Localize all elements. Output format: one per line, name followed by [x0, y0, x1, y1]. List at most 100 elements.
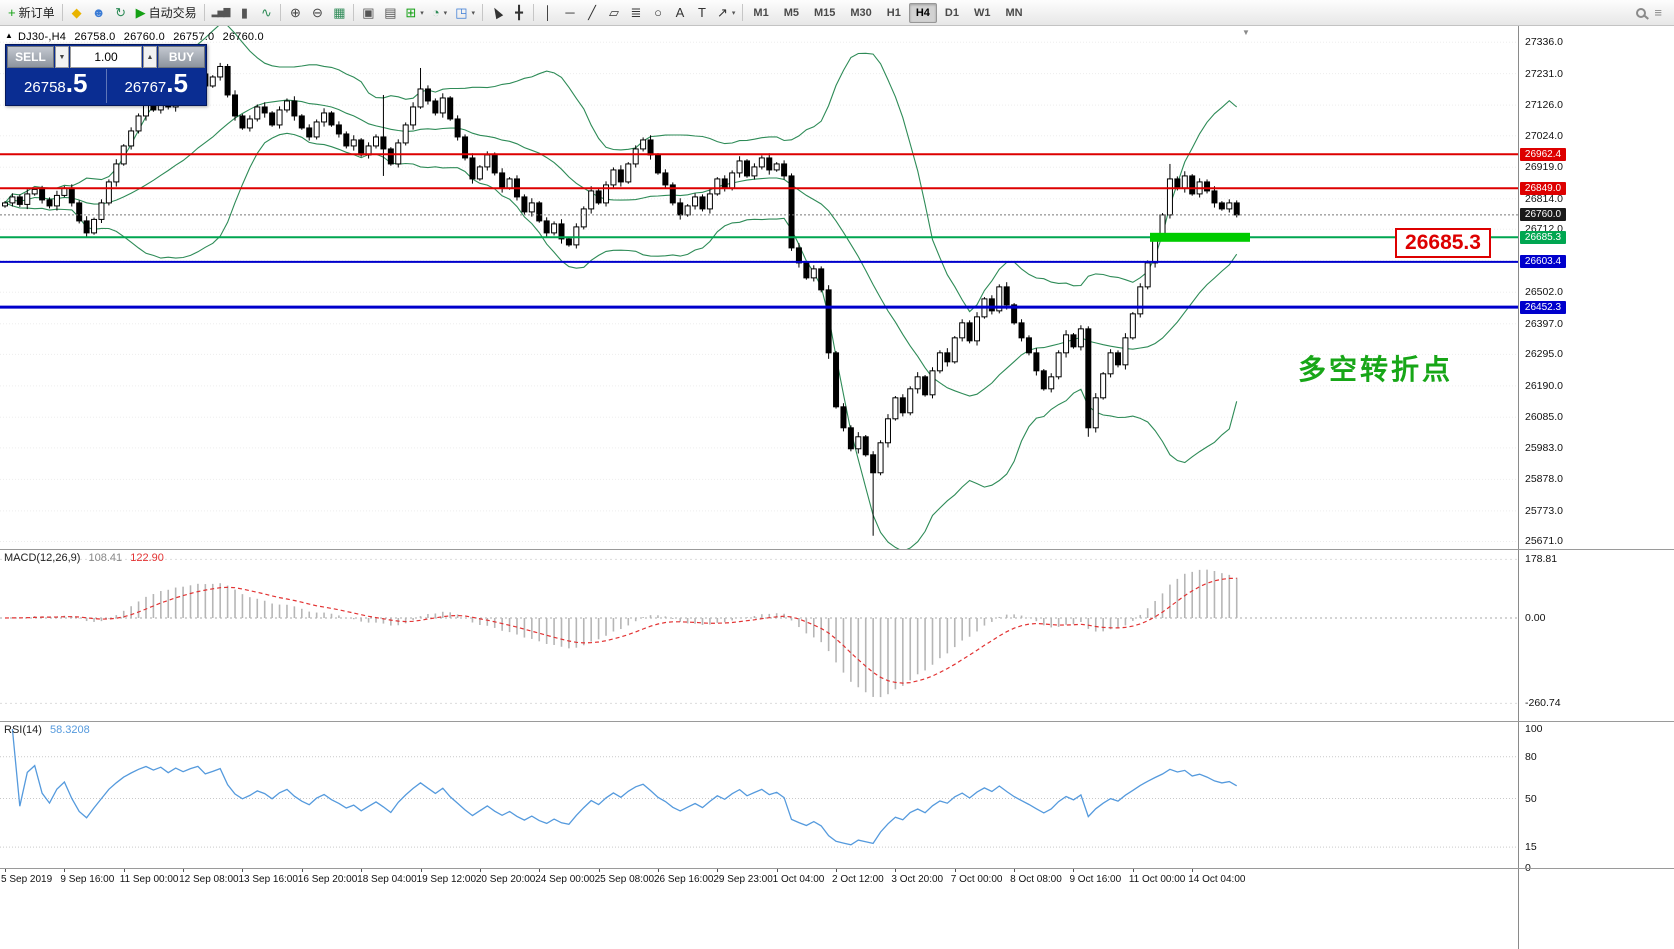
quote-high: 26760.0 [123, 31, 165, 43]
buy-price[interactable]: 26767 .5 [107, 69, 207, 103]
dropdown-caret-icon: ▾ [420, 9, 424, 17]
timeframe-m15[interactable]: M15 [813, 6, 836, 19]
timeframe-m30[interactable]: M30 [850, 6, 872, 19]
time-label: 3 Oct 20:00 [891, 874, 944, 885]
zoom-in-icon[interactable]: ⊕ [284, 2, 306, 24]
price-tick: 25983.0 [1525, 441, 1563, 454]
time-label: 7 Oct 00:00 [950, 874, 1003, 885]
shapes-icon[interactable]: ○ [647, 2, 669, 24]
axis-divider [0, 868, 1674, 869]
timeframe-m5[interactable]: M5 [783, 6, 799, 19]
price-tag-26603.4: 26603.4 [1520, 255, 1566, 269]
price-tick: 26190.0 [1525, 379, 1563, 392]
panel-divider[interactable] [0, 549, 1674, 550]
new-order-button-label: 新订单 [18, 6, 55, 20]
timeframe-d1[interactable]: D1 [944, 6, 959, 19]
time-label: 19 Sep 12:00 [416, 874, 477, 885]
hlines-layer[interactable] [0, 153, 1518, 309]
new-order-button[interactable]: + 新订单 [4, 2, 59, 24]
cursor-icon[interactable] [486, 2, 508, 24]
autotrading-button[interactable]: ▶ 自动交易 [132, 2, 201, 24]
volume-decrease-button[interactable]: ▼ [55, 46, 69, 68]
crosshair-icon: ╋ [515, 5, 523, 20]
templates-button[interactable]: ◳ ▾ [451, 2, 479, 24]
time-tick [598, 869, 600, 872]
rsi-axis-label: 15 [1525, 841, 1537, 854]
candlestick-chart-icon[interactable]: ▮ [233, 2, 255, 24]
search-icon[interactable] [1636, 7, 1647, 18]
equidistant-channel-icon[interactable]: ▱ [603, 2, 625, 24]
time-tick [242, 869, 244, 872]
time-label: 25 Sep 08:00 [594, 874, 655, 885]
time-tick [361, 869, 363, 872]
time-label: 13 Sep 16:00 [238, 874, 298, 885]
time-tick [954, 869, 956, 872]
toolbar-separator [742, 4, 744, 21]
sell-price[interactable]: 26758 .5 [6, 69, 107, 103]
buy-button[interactable]: BUY [158, 46, 205, 68]
time-label: 11 Oct 00:00 [1128, 874, 1186, 885]
timeframe-h4[interactable]: H4 [908, 2, 937, 23]
crosshair-icon[interactable]: ╋ [508, 2, 530, 24]
panel-divider[interactable] [0, 721, 1674, 722]
periods-button[interactable]: ◔ ▾ [428, 2, 451, 24]
timeframe-h1[interactable]: H1 [886, 6, 901, 19]
chart-shift-icon[interactable]: ▼ [1242, 28, 1250, 37]
bar-chart-icon[interactable]: ▂▅▇ [208, 2, 234, 24]
time-tick [420, 869, 422, 872]
time-tick [776, 869, 778, 872]
timeframe-w1[interactable]: W1 [973, 6, 991, 19]
horizontal-line-icon[interactable]: ─ [559, 2, 581, 24]
volume-input[interactable]: 1.00 [70, 46, 142, 68]
support-highlight-bar[interactable] [1150, 232, 1250, 242]
time-tick [183, 869, 185, 872]
toolbar-button-group: + 新订单 ◆ ☻ ↻ ▶ 自动交易 ▂▅▇ ▮ ∿ ⊕ ⊖ ▦ ▣ ▤ ⊞ ▾ ◔ ▾ ◳ ▾ ╋ │ ─ ╱ ▱ ≣ ○ A T ↗ ▾ [4, 2, 746, 24]
metaeditor-icon: ◆ [71, 5, 82, 20]
time-label: 18 Sep 04:00 [357, 874, 417, 885]
one-click-collapse-icon[interactable]: ▲ [5, 31, 13, 40]
time-tick [539, 869, 541, 872]
tile-windows-icon[interactable]: ▦ [328, 2, 350, 24]
price-tick: 25773.0 [1525, 504, 1563, 517]
toolbar-separator [533, 4, 534, 21]
price-tag-26962.4: 26962.4 [1520, 147, 1566, 161]
time-axis[interactable]: 5 Sep 2019 9 Sep 16:00 11 Sep 00:00 12 Sep … [0, 869, 1518, 949]
fibonacci-icon: ≣ [630, 5, 642, 20]
sell-button[interactable]: SELL [7, 46, 54, 68]
volume-increase-button[interactable]: ▲ [143, 46, 157, 68]
time-label: 16 Sep 20:00 [297, 874, 358, 885]
market-watch-icon[interactable]: ☻ [88, 2, 110, 24]
trendline-icon[interactable]: ╱ [581, 2, 603, 24]
zoom-out-icon[interactable]: ⊖ [306, 2, 328, 24]
line-chart-icon[interactable]: ∿ [255, 2, 277, 24]
refresh-icon[interactable]: ↻ [110, 2, 132, 24]
text-icon[interactable]: A [669, 2, 691, 24]
time-label: 11 Sep 00:00 [119, 874, 179, 885]
profiles-icon[interactable]: ▤ [379, 2, 401, 24]
price-tag-26760.0: 26760.0 [1520, 208, 1566, 222]
price-tick: 26085.0 [1525, 411, 1563, 424]
timeframe-mn[interactable]: MN [1005, 6, 1023, 19]
arrows-icon[interactable]: ↗ ▾ [713, 2, 739, 24]
price-chart-area[interactable] [0, 26, 1518, 549]
timeframe-m1[interactable]: M1 [753, 6, 769, 19]
macd-axis-label: 178.81 [1525, 553, 1558, 566]
buy-price-main: 26767 [124, 79, 167, 96]
templates-glyph: ◳ [455, 5, 468, 20]
add-indicator-button[interactable]: ⊞ ▾ [401, 2, 427, 24]
panels-icon[interactable]: ≡ [1654, 5, 1662, 20]
new-chart-icon[interactable]: ▣ [357, 2, 379, 24]
autotrading-glyph: ▶ [135, 5, 146, 20]
macd-value-main: 108.41 [88, 552, 123, 564]
text-label-icon[interactable]: T [691, 2, 713, 24]
rsi-panel[interactable] [0, 722, 1518, 868]
vertical-line-icon[interactable]: │ [537, 2, 559, 24]
symbol-period: DJ30-,H4 [18, 31, 67, 43]
time-tick [479, 869, 481, 872]
fibonacci-icon[interactable]: ≣ [625, 2, 647, 24]
metaeditor-icon[interactable]: ◆ [66, 2, 88, 24]
rsi-label: RSI(14) 58.3208 [4, 724, 90, 736]
price-axis[interactable]: 27336.0 27231.0 27126.0 27024.0 26919.0 26814… [1518, 26, 1674, 949]
macd-panel[interactable] [0, 550, 1518, 721]
price-tick: 27126.0 [1525, 99, 1563, 112]
